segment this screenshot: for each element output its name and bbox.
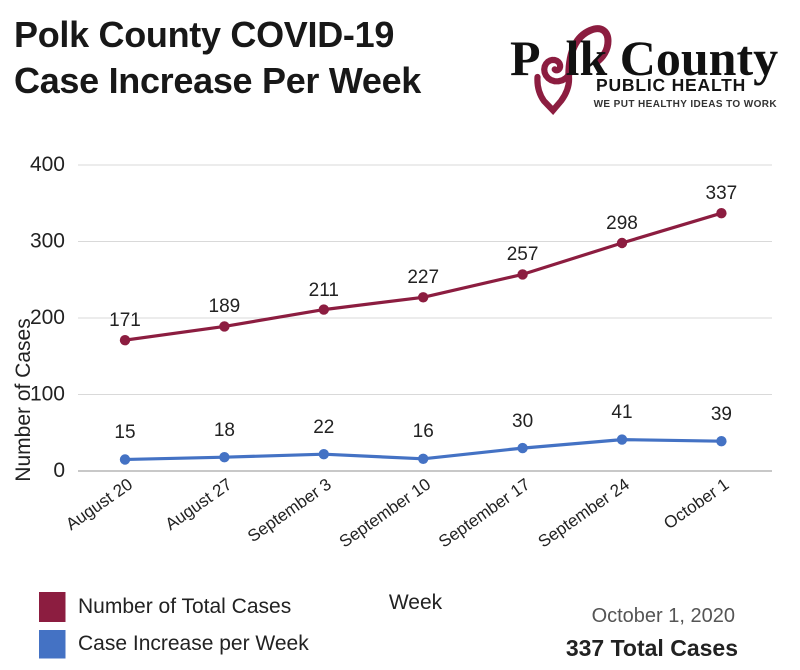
svg-text:15: 15 (114, 422, 135, 443)
svg-text:39: 39 (711, 404, 732, 425)
svg-text:September 24: September 24 (535, 475, 633, 552)
svg-text:Case Increase per Week: Case Increase per Week (78, 632, 309, 655)
svg-text:August 27: August 27 (162, 475, 236, 534)
svg-text:22: 22 (313, 417, 334, 438)
svg-text:October 1, 2020: October 1, 2020 (592, 605, 735, 627)
svg-text:Week: Week (389, 591, 443, 614)
svg-text:September 3: September 3 (244, 475, 335, 546)
svg-text:211: 211 (309, 280, 339, 301)
svg-text:41: 41 (611, 402, 632, 423)
svg-text:100: 100 (30, 383, 65, 406)
svg-text:0: 0 (53, 459, 65, 482)
svg-text:337: 337 (706, 183, 738, 204)
svg-text:30: 30 (512, 411, 533, 432)
svg-text:September 10: September 10 (336, 475, 434, 552)
svg-text:337 Total Cases: 337 Total Cases (566, 635, 738, 661)
svg-text:October 1: October 1 (660, 475, 732, 533)
svg-text:16: 16 (413, 421, 434, 442)
svg-text:298: 298 (606, 213, 638, 234)
svg-text:400: 400 (30, 153, 65, 176)
svg-text:September 17: September 17 (435, 475, 533, 552)
svg-text:227: 227 (407, 267, 439, 288)
svg-text:171: 171 (109, 310, 141, 331)
svg-text:300: 300 (30, 230, 65, 253)
svg-text:200: 200 (30, 306, 65, 329)
svg-text:189: 189 (209, 296, 241, 317)
svg-text:257: 257 (507, 244, 539, 265)
svg-text:August 20: August 20 (62, 475, 136, 534)
svg-text:Number of Cases: Number of Cases (12, 318, 35, 481)
svg-text:Number of Total Cases: Number of Total Cases (78, 595, 291, 618)
svg-text:18: 18 (214, 420, 235, 441)
